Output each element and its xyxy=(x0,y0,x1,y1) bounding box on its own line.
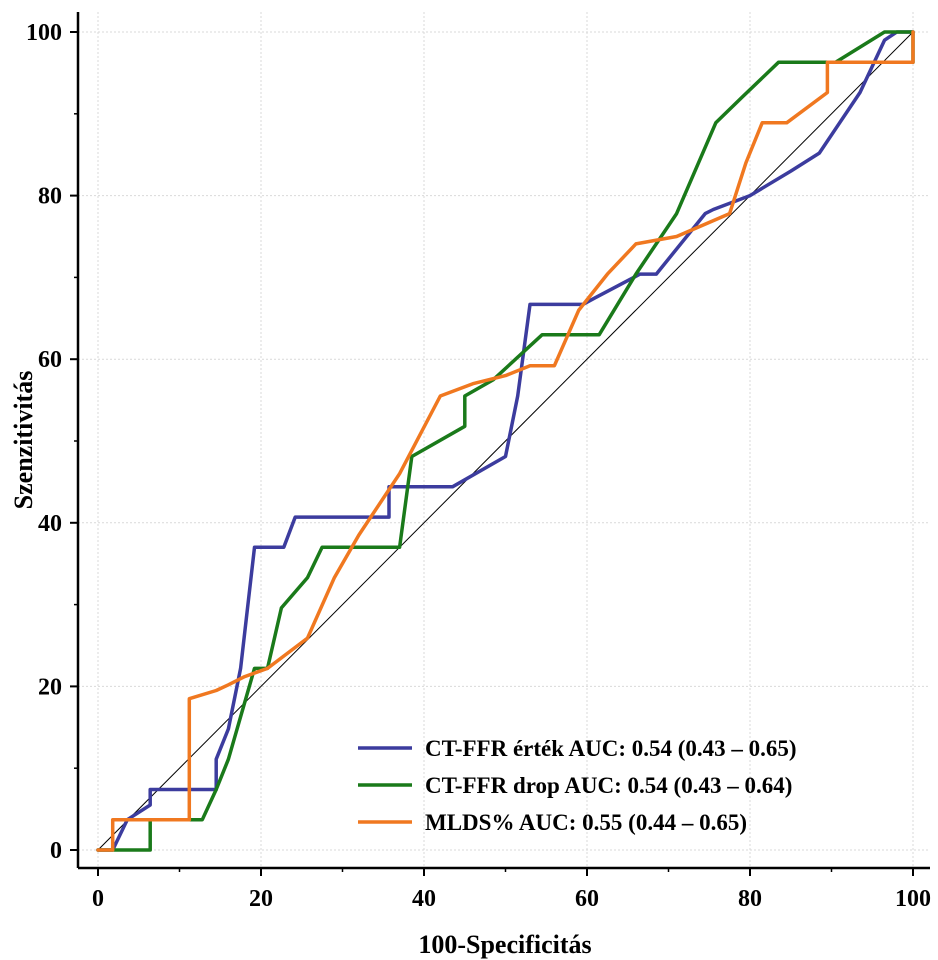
y-axis-title: Szenzitivitás xyxy=(9,371,38,510)
x-tick-label-0: 0 xyxy=(92,886,104,912)
x-tick-label-3: 60 xyxy=(575,886,599,912)
series-line-1 xyxy=(96,30,915,852)
axes xyxy=(70,12,930,876)
legend: CT-FFR érték AUC: 0.54 (0.43 – 0.65) CT-F… xyxy=(358,736,797,835)
y-tick-label-4: 80 xyxy=(38,184,62,210)
reference-diagonal xyxy=(97,31,914,851)
x-tick-label-4: 80 xyxy=(738,886,762,912)
legend-label-3: MLDS% AUC: 0.55 (0.44 – 0.65) xyxy=(425,810,747,835)
y-tick-label-1: 20 xyxy=(38,674,62,700)
grid xyxy=(78,12,930,868)
series-line-3 xyxy=(96,30,915,852)
x-tick-label-2: 40 xyxy=(412,886,436,912)
series-layer xyxy=(96,30,915,852)
x-axis-title: 100-Specificitás xyxy=(418,930,591,959)
y-tick-label-5: 100 xyxy=(26,20,62,46)
legend-label-1: CT-FFR érték AUC: 0.54 (0.43 – 0.65) xyxy=(425,736,797,761)
x-tick-label-5: 100 xyxy=(895,886,931,912)
series-line-2 xyxy=(96,30,915,852)
legend-label-2: CT-FFR drop AUC: 0.54 (0.43 – 0.64) xyxy=(425,773,792,798)
y-tick-label-0: 0 xyxy=(50,838,62,864)
tick-labels: 0 20 40 60 80 100 0 20 40 60 80 100 xyxy=(26,20,931,912)
y-tick-label-2: 40 xyxy=(38,511,62,537)
x-tick-label-1: 20 xyxy=(249,886,273,912)
y-tick-label-3: 60 xyxy=(38,347,62,373)
